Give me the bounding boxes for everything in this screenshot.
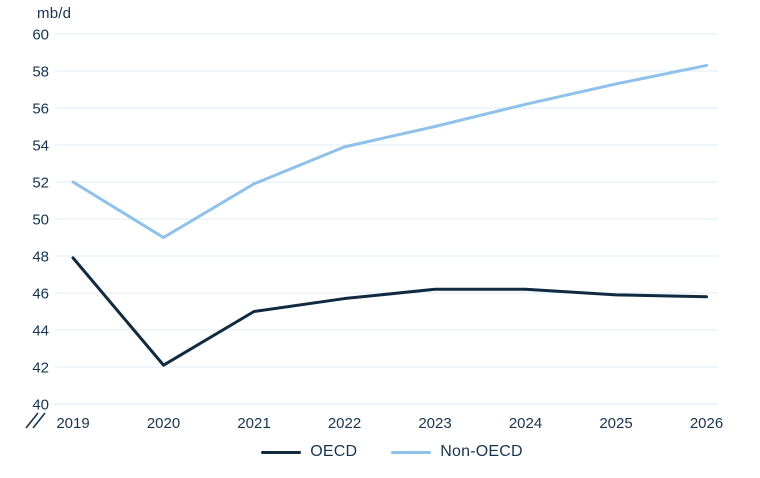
x-tick-label: 2022 bbox=[328, 415, 361, 432]
y-tick-label: 60 bbox=[32, 27, 49, 44]
y-tick-label: 58 bbox=[32, 64, 49, 81]
legend-label-non-oecd: Non-OECD bbox=[440, 443, 523, 460]
x-tick-label: 2023 bbox=[418, 415, 451, 432]
x-tick-label: 2024 bbox=[509, 415, 542, 432]
x-tick-label: 2026 bbox=[690, 415, 723, 432]
y-tick-label: 44 bbox=[32, 323, 49, 340]
x-tick-labels-group: 2019 2020 2021 2022 2023 2024 2025 2026 bbox=[56, 415, 723, 432]
y-tick-label: 56 bbox=[32, 101, 49, 118]
y-tick-label: 48 bbox=[32, 249, 49, 266]
oecd-line bbox=[71, 256, 708, 367]
y-tick-label: 40 bbox=[32, 397, 49, 414]
legend-item-non-oecd: Non-OECD bbox=[391, 443, 523, 461]
y-tick-label: 52 bbox=[32, 175, 49, 192]
axis-break-slash bbox=[25, 412, 39, 429]
axis-break-icon bbox=[25, 412, 46, 429]
axis-break-slash bbox=[32, 412, 46, 429]
non-oecd-line bbox=[71, 63, 708, 239]
legend-label-oecd: OECD bbox=[310, 443, 358, 460]
x-tick-label: 2025 bbox=[599, 415, 632, 432]
oecd-line-swatch bbox=[261, 450, 302, 454]
y-axis-unit-label: mb/d bbox=[37, 5, 72, 22]
y-tick-labels-group: 40 42 44 46 48 50 52 54 56 58 60 bbox=[32, 27, 49, 414]
x-tick-label: 2021 bbox=[237, 415, 270, 432]
x-tick-label: 2020 bbox=[147, 415, 180, 432]
chart-legend: OECD Non-OECD bbox=[12, 443, 760, 461]
x-tick-label: 2019 bbox=[56, 415, 89, 432]
y-tick-label: 46 bbox=[32, 286, 49, 303]
y-tick-label: 54 bbox=[32, 138, 49, 155]
non-oecd-line-swatch bbox=[391, 450, 432, 454]
y-tick-label: 50 bbox=[32, 212, 49, 229]
gridlines-group bbox=[55, 33, 718, 405]
y-tick-label: 42 bbox=[32, 360, 49, 377]
legend-item-oecd: OECD bbox=[261, 443, 357, 461]
